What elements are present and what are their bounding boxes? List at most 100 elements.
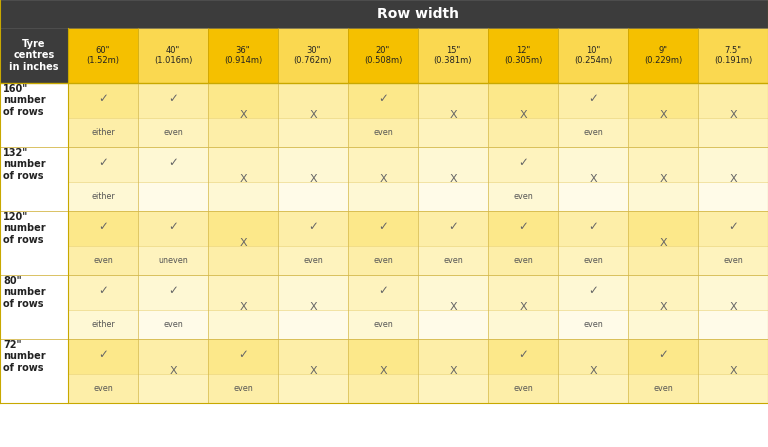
Bar (208, 118, 278, 147)
Text: 60"
(1.52m): 60" (1.52m) (87, 46, 120, 65)
Bar (138, 83, 208, 118)
Bar (348, 275, 418, 310)
Bar (348, 118, 418, 147)
Text: 12"
(0.305m): 12" (0.305m) (504, 46, 542, 65)
Text: X: X (310, 110, 317, 120)
Bar (418, 28, 488, 83)
Bar (138, 28, 208, 83)
Bar (348, 374, 418, 403)
Text: even: even (583, 256, 603, 265)
Text: X: X (729, 366, 737, 376)
Bar (208, 147, 278, 181)
Bar (208, 339, 278, 374)
Text: 15"
(0.381m): 15" (0.381m) (434, 46, 472, 65)
Text: X: X (589, 174, 597, 184)
Text: even: even (163, 128, 183, 137)
Bar (628, 211, 698, 245)
Text: X: X (659, 174, 667, 184)
Bar (628, 118, 698, 147)
Text: even: even (373, 256, 393, 265)
Bar (68, 147, 138, 181)
Text: X: X (729, 174, 737, 184)
Text: even: even (653, 384, 673, 393)
Bar (698, 83, 768, 118)
Bar (68, 181, 138, 211)
Bar (558, 310, 628, 339)
Bar (68, 374, 138, 403)
Text: 132"
number
of rows: 132" number of rows (3, 148, 45, 181)
Text: X: X (239, 238, 247, 248)
Bar (698, 147, 768, 181)
Bar (348, 211, 418, 245)
Text: ✓: ✓ (518, 220, 528, 233)
Bar (558, 83, 628, 118)
Text: X: X (449, 366, 457, 376)
Text: X: X (519, 302, 527, 312)
Bar (348, 83, 418, 118)
Text: ✓: ✓ (378, 284, 388, 297)
Text: even: even (443, 256, 463, 265)
Bar (488, 245, 558, 275)
Text: ✓: ✓ (168, 92, 178, 105)
Bar (418, 245, 488, 275)
Text: X: X (379, 366, 387, 376)
Text: either: either (91, 192, 115, 201)
Bar (698, 275, 768, 310)
Text: X: X (659, 238, 667, 248)
Text: ✓: ✓ (588, 284, 598, 297)
Bar (418, 339, 488, 374)
Text: X: X (239, 302, 247, 312)
Bar (418, 147, 488, 181)
Bar (628, 147, 698, 181)
Text: X: X (310, 366, 317, 376)
Text: even: even (163, 320, 183, 329)
Bar (0, 28, 68, 83)
Bar (348, 245, 418, 275)
Bar (558, 339, 628, 374)
Bar (558, 275, 628, 310)
Text: ✓: ✓ (98, 220, 108, 233)
Text: X: X (729, 110, 737, 120)
Bar (558, 147, 628, 181)
Bar (348, 28, 418, 83)
Text: ✓: ✓ (448, 220, 458, 233)
Text: even: even (373, 320, 393, 329)
Bar (698, 211, 768, 245)
Text: 36"
(0.914m): 36" (0.914m) (224, 46, 262, 65)
Bar (558, 245, 628, 275)
Text: 9"
(0.229m): 9" (0.229m) (644, 46, 682, 65)
Bar (418, 211, 488, 245)
Bar (0, 0, 768, 28)
Text: ✓: ✓ (728, 220, 738, 233)
Bar (698, 374, 768, 403)
Bar (208, 181, 278, 211)
Bar (208, 83, 278, 118)
Bar (0, 275, 68, 339)
Bar (628, 181, 698, 211)
Bar (278, 211, 348, 245)
Text: uneven: uneven (158, 256, 188, 265)
Text: Row width: Row width (377, 7, 459, 21)
Text: 10"
(0.254m): 10" (0.254m) (574, 46, 612, 65)
Bar (348, 310, 418, 339)
Bar (698, 245, 768, 275)
Text: ✓: ✓ (168, 220, 178, 233)
Bar (68, 310, 138, 339)
Bar (138, 310, 208, 339)
Text: 160"
number
of rows: 160" number of rows (3, 84, 45, 117)
Bar (278, 374, 348, 403)
Text: even: even (303, 256, 323, 265)
Bar (278, 181, 348, 211)
Text: even: even (513, 192, 533, 201)
Text: X: X (379, 174, 387, 184)
Text: ✓: ✓ (98, 284, 108, 297)
Bar (628, 83, 698, 118)
Bar (278, 245, 348, 275)
Text: Tyre
centres
in inches: Tyre centres in inches (9, 39, 58, 72)
Bar (138, 211, 208, 245)
Bar (68, 83, 138, 118)
Bar (138, 374, 208, 403)
Text: 20"
(0.508m): 20" (0.508m) (364, 46, 402, 65)
Text: X: X (449, 110, 457, 120)
Bar (488, 275, 558, 310)
